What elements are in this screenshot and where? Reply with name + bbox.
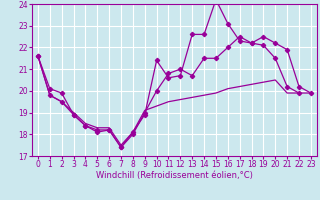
X-axis label: Windchill (Refroidissement éolien,°C): Windchill (Refroidissement éolien,°C) xyxy=(96,171,253,180)
